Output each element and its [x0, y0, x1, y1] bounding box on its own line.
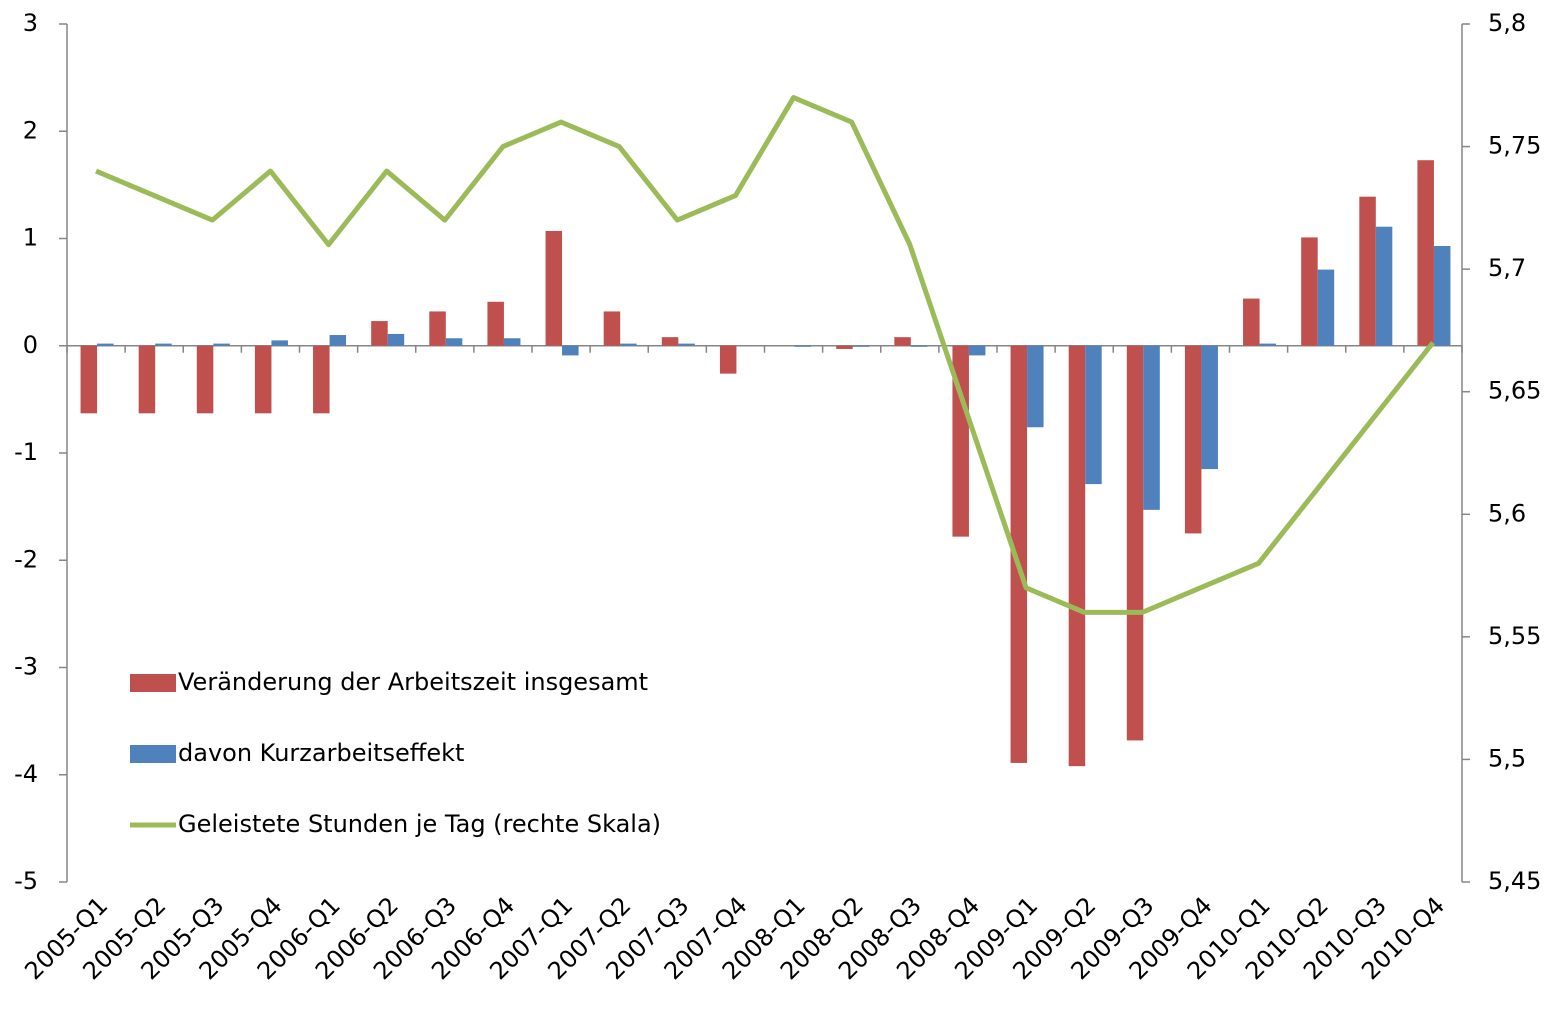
- bar: [794, 345, 812, 347]
- bar: [1010, 345, 1028, 763]
- bar: [1201, 345, 1218, 470]
- bar: [620, 343, 637, 346]
- bar: [852, 345, 870, 347]
- bar: [952, 345, 969, 537]
- bar: [97, 343, 114, 346]
- bar: [429, 311, 446, 346]
- bar: [836, 345, 853, 349]
- y-tick-label: -4: [14, 760, 38, 788]
- legend-swatch: [130, 674, 176, 692]
- bar: [1068, 345, 1086, 767]
- y2-tick-label: 5,75: [1488, 132, 1541, 160]
- y-tick-label: -1: [14, 438, 38, 466]
- legend-label: Geleistete Stunden je Tag (rechte Skala): [178, 810, 661, 838]
- y2-tick-label: 5,6: [1488, 499, 1526, 527]
- bar: [910, 345, 928, 347]
- bar: [1317, 269, 1335, 346]
- y-tick-label: -3: [14, 653, 38, 681]
- bar: [371, 321, 388, 346]
- bar: [603, 311, 621, 346]
- bar: [1143, 345, 1160, 510]
- bar: [719, 345, 737, 374]
- bar: [329, 335, 347, 346]
- y-tick-label: 1: [23, 224, 38, 252]
- bar: [1085, 345, 1102, 485]
- bar: [155, 343, 172, 346]
- y-tick-label: 3: [23, 9, 38, 37]
- bar: [562, 345, 579, 356]
- bar: [968, 345, 986, 356]
- bar: [487, 301, 504, 346]
- bar: [445, 338, 463, 346]
- y2-tick-label: 5,7: [1488, 254, 1526, 282]
- bar: [1375, 226, 1393, 346]
- bar: [503, 338, 521, 346]
- y2-tick-label: 5,45: [1488, 867, 1541, 895]
- y2-tick-label: 5,5: [1488, 744, 1526, 772]
- bar: [1126, 345, 1144, 741]
- bar: [1417, 160, 1434, 346]
- y-tick-label: -5: [14, 867, 38, 895]
- bar: [661, 337, 679, 346]
- y2-tick-label: 5,55: [1488, 622, 1541, 650]
- y-tick-label: 2: [23, 116, 38, 144]
- bar: [313, 345, 330, 414]
- bar: [80, 345, 98, 414]
- y2-tick-label: 5,8: [1488, 9, 1526, 37]
- bar: [138, 345, 156, 414]
- bar: [213, 343, 230, 346]
- bar: [387, 333, 405, 346]
- bar: [1027, 345, 1044, 428]
- y-tick-label: 0: [23, 331, 38, 359]
- legend-label: davon Kurzarbeitseffekt: [178, 739, 464, 767]
- line: [95, 95, 1435, 615]
- y-tick-label: -2: [14, 545, 38, 573]
- bar: [1243, 298, 1260, 346]
- bar: [894, 337, 911, 346]
- y2-tick-label: 5,65: [1488, 377, 1541, 405]
- bar: [1433, 246, 1451, 346]
- bar: [545, 230, 563, 346]
- bar: [271, 340, 288, 346]
- bar: [1359, 196, 1376, 346]
- legend-label: Veränderung der Arbeitszeit insgesamt: [178, 668, 648, 696]
- bar: [254, 345, 272, 414]
- bar: [1301, 237, 1318, 346]
- bar: [196, 345, 214, 414]
- legend-swatch: [130, 745, 176, 763]
- bar: [1259, 343, 1277, 346]
- bar: [1184, 345, 1202, 534]
- bar: [678, 343, 695, 346]
